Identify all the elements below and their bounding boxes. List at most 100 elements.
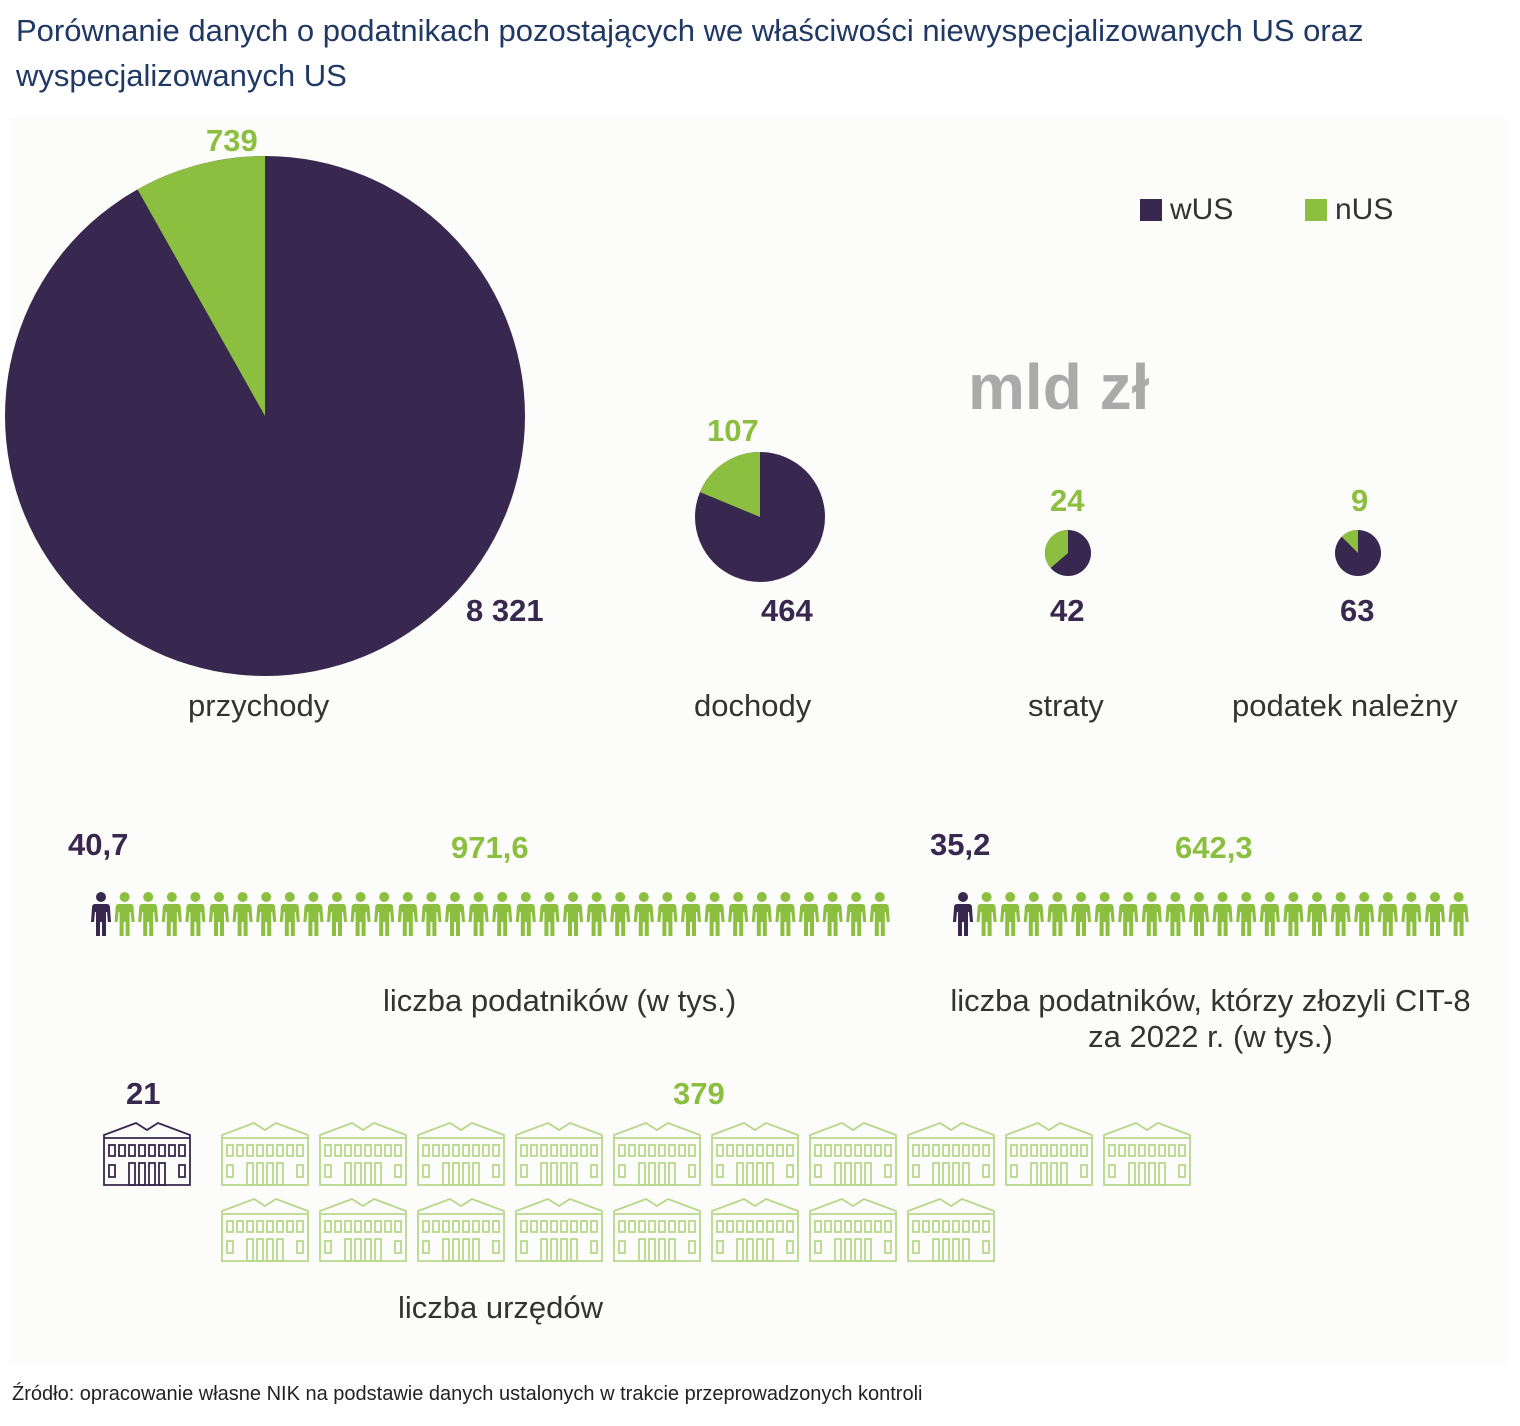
podatnicy-nus-person-icon [397,892,418,936]
legend-swatch-nus [1305,199,1327,221]
urzedy-nus-label: 379 [673,1076,725,1111]
urzedy-nus-building-icon [809,1121,897,1186]
urzedy-wus-building-icon [103,1121,191,1186]
podatnicy-nus-person-icon [728,892,749,936]
urzedy-nus-building-icon [417,1197,505,1262]
podatnicy-nus-label: 971,6 [451,830,529,865]
urzedy-nus-building-icon [221,1121,309,1186]
cit8-caption-line2: za 2022 r. (w tys.) [1088,1019,1333,1054]
urzedy-nus-building-icon [515,1121,603,1186]
podatnicy-nus-person-icon [161,892,182,936]
cit8-caption: liczba podatników, którzy złozyli CIT-8 … [928,983,1493,1055]
podatnicy-nus-person-icon [492,892,513,936]
podatnicy-nus-person-icon [610,892,631,936]
podatnicy-nus-person-icon [869,892,890,936]
cit8-nus-person-icon [1118,892,1139,936]
urzedy-nus-building-icon [907,1197,995,1262]
cit8-nus-label: 642,3 [1175,830,1253,865]
cit8-caption-line1: liczba podatników, którzy złozyli CIT-8 [950,983,1471,1018]
przychody-caption: przychody [188,688,330,723]
podatnicy-nus-person-icon [586,892,607,936]
source-note: Źródło: opracowanie własne NIK na podsta… [12,1383,923,1405]
podatnicy-nus-person-icon [704,892,725,936]
podatnicy-nus-person-icon [138,892,159,936]
podatnicy-nus-person-icon [303,892,324,936]
cit8-nus-person-icon [1259,892,1280,936]
przychody-nus-label: 739 [206,123,258,158]
urzedy-nus-building-icon [319,1197,407,1262]
urzedy-caption: liczba urzędów [398,1290,604,1325]
podatnicy-nus-person-icon [515,892,536,936]
podatnicy-nus-person-icon [279,892,300,936]
podatnicy-nus-person-icon [633,892,654,936]
podatnicy-nus-person-icon [681,892,701,936]
cit8-nus-person-icon [1189,892,1209,936]
urzedy-nus-building-icon [809,1197,897,1262]
podatnicy-nus-person-icon [232,892,253,936]
podatnicy-nus-person-icon [327,892,347,936]
dochody-nus-label: 107 [707,413,759,448]
podatnicy-nus-person-icon [822,892,843,936]
podatnicy-nus-person-icon [350,892,371,936]
podatnicy-wus-label: 40,7 [68,827,129,862]
urzedy-nus-building-icon [1005,1121,1093,1186]
legend-label-nus: nUS [1335,193,1394,226]
podatnicy-wus-person-icon [91,892,111,936]
podatnicy-nus-person-icon [799,892,819,936]
straty-pie-nus-slice [1045,530,1068,569]
cit8-nus-person-icon [1425,892,1445,936]
cit8-nus-person-icon [1377,892,1398,936]
cit8-nus-person-icon [976,892,997,936]
przychody-pie-nus-slice [137,156,265,416]
podatnicy-nus-person-icon [539,892,560,936]
urzedy-nus-building-icon [515,1197,603,1262]
dochody-caption: dochody [694,688,812,723]
cit8-nus-person-icon [1165,892,1186,936]
podatek-wus-label: 63 [1340,593,1375,628]
cit8-nus-person-icon [1047,892,1068,936]
page-title: Porównanie danych o podatnikach pozostaj… [16,13,1364,93]
cit8-nus-person-icon [1023,892,1044,936]
cit8-nus-person-icon [1094,892,1115,936]
podatnicy-nus-person-icon [846,892,867,936]
urzedy-nus-building-icon [613,1121,701,1186]
urzedy-nus-building-icon [417,1121,505,1186]
podatnicy-nus-person-icon [421,892,442,936]
podatek-caption: podatek należny [1232,688,1458,723]
legend-item-wus: wUS [1140,193,1233,227]
legend-item-nus: nUS [1305,193,1393,227]
urzedy-wus-label: 21 [126,1076,161,1111]
cit8-nus-person-icon [1401,892,1422,936]
cit8-wus-label: 35,2 [930,827,991,862]
urzedy-nus-building-icon [221,1197,309,1262]
urzedy-nus-building-icon [1103,1121,1191,1186]
urzedy-nus-building-icon [319,1121,407,1186]
dochody-wus-label: 464 [761,593,813,628]
cit8-nus-person-icon [1141,892,1162,936]
urzedy-nus-building-icon [613,1197,701,1262]
cit8-nus-person-icon [1307,892,1327,936]
straty-nus-label: 24 [1050,483,1085,518]
podatnicy-nus-person-icon [374,892,395,936]
cit8-nus-person-icon [1330,892,1351,936]
straty-wus-label: 42 [1050,593,1085,628]
podatnicy-caption: liczba podatników (w tys.) [383,983,737,1018]
cit8-nus-person-icon [1071,892,1091,936]
cit8-wus-person-icon [953,892,973,936]
podatnicy-nus-person-icon [256,892,277,936]
dochody-pie-nus-slice [699,452,760,517]
urzedy-nus-building-icon [711,1197,799,1262]
podatnicy-nus-person-icon [563,892,583,936]
cit8-nus-person-icon [1000,892,1021,936]
urzedy-nus-building-icon [907,1121,995,1186]
podatnicy-nus-person-icon [445,892,465,936]
straty-caption: straty [1028,688,1104,723]
legend-label-wus: wUS [1170,193,1234,226]
unit-label: mld zł [968,351,1150,423]
podatnicy-nus-person-icon [114,892,135,936]
podatnicy-nus-person-icon [775,892,796,936]
cit8-nus-person-icon [1448,892,1469,936]
podatnicy-nus-person-icon [468,892,489,936]
cit8-nus-person-icon [1212,892,1233,936]
